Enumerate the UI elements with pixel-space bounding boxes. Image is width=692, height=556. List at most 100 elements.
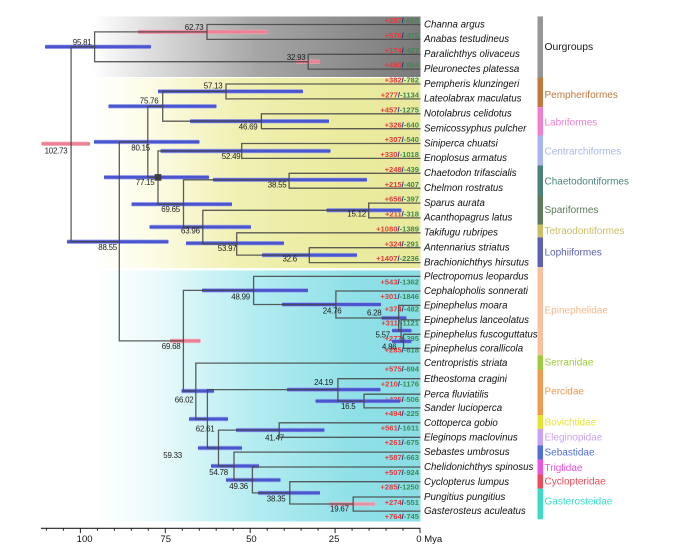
svg-text:Etheostoma cragini: Etheostoma cragini [424,374,508,385]
svg-text:Brachionichthys hirsutus: Brachionichthys hirsutus [424,257,529,268]
svg-text:25: 25 [329,534,340,545]
svg-text:+561/-1611: +561/-1611 [381,424,420,433]
svg-text:32.93: 32.93 [287,53,307,62]
svg-text:Chaetodon trifascialis: Chaetodon trifascialis [424,168,517,179]
svg-text:+1080/-1389: +1080/-1389 [376,224,419,233]
svg-text:Pempheriformes: Pempheriformes [545,90,618,101]
svg-text:Gasterosteidae: Gasterosteidae [545,496,613,507]
svg-text:66.02: 66.02 [175,396,194,405]
svg-text:+764/-745: +764/-745 [385,512,420,521]
svg-text:+324/-291: +324/-291 [385,239,420,248]
svg-text:Cyclopteridae: Cyclopteridae [545,476,607,487]
svg-text:80.15: 80.15 [131,144,151,153]
svg-text:Labriformes: Labriformes [545,118,598,129]
svg-text:Chaetodontiformes: Chaetodontiformes [545,177,630,188]
svg-text:+301/-1846: +301/-1846 [380,292,419,301]
svg-text:+450/-884: +450/-884 [385,61,420,70]
svg-text:Siniperca chuatsi: Siniperca chuatsi [424,138,499,149]
svg-text:+587/-663: +587/-663 [385,453,419,462]
svg-text:Pempheris klunzingeri: Pempheris klunzingeri [424,79,520,90]
svg-text:+285/-618: +285/-618 [385,345,419,354]
svg-text:5.57: 5.57 [375,331,390,340]
svg-text:+1407/-2236: +1407/-2236 [376,254,419,263]
svg-text:Plectropomus leopardus: Plectropomus leopardus [424,272,529,283]
svg-text:+382/-782: +382/-782 [385,76,419,85]
svg-text:Gasterosteus aculeatus: Gasterosteus aculeatus [424,506,526,517]
svg-text:Sebastes umbrosus: Sebastes umbrosus [424,447,510,458]
svg-text:38.55: 38.55 [268,181,288,190]
svg-text:+274/-551: +274/-551 [385,498,420,507]
svg-text:Lateolabrax maculatus: Lateolabrax maculatus [424,94,522,105]
svg-text:88.55: 88.55 [98,243,118,252]
svg-text:Acanthopagrus latus: Acanthopagrus latus [423,213,512,224]
svg-text:Semicossyphus pulcher: Semicossyphus pulcher [424,124,527,135]
svg-text:Centrarchiformes: Centrarchiformes [545,146,622,157]
svg-text:69.68: 69.68 [162,342,182,351]
svg-text:95.81: 95.81 [73,38,92,47]
svg-text:+277/-1134: +277/-1134 [381,91,420,100]
svg-text:+656/-397: +656/-397 [385,195,419,204]
svg-text:53.97: 53.97 [218,244,237,253]
svg-text:Eleginops maclovinus: Eleginops maclovinus [424,432,518,443]
svg-text:46.69: 46.69 [239,123,259,132]
svg-text:Lophiiformes: Lophiiformes [545,248,602,259]
svg-text:+261/-675: +261/-675 [385,438,420,447]
svg-text:Takifugu rubripes: Takifugu rubripes [424,228,498,239]
svg-text:57.13: 57.13 [204,82,224,91]
svg-text:Paralichthys olivaceus: Paralichthys olivaceus [424,49,520,60]
svg-text:Anabas testudineus: Anabas testudineus [423,34,509,45]
svg-text:+174/-427: +174/-427 [385,46,419,55]
svg-text:+575/-694: +575/-694 [385,364,420,373]
svg-text:+215/-407: +215/-407 [385,180,419,189]
svg-text:Notolabrus celidotus: Notolabrus celidotus [424,109,512,120]
svg-text:Sebastidae: Sebastidae [545,447,595,458]
svg-text:+494/-225: +494/-225 [385,409,420,418]
svg-text:52.49: 52.49 [222,152,242,161]
svg-text:+248/-439: +248/-439 [385,165,419,174]
svg-text:Ourgroups: Ourgroups [545,42,594,53]
svg-text:+330/-1018: +330/-1018 [380,150,419,159]
svg-text:Cyclopterus lumpus: Cyclopterus lumpus [424,477,509,488]
svg-text:75: 75 [160,534,171,545]
svg-text:+326/-640: +326/-640 [385,120,419,129]
svg-text:Triglidae: Triglidae [545,463,583,474]
svg-text:62.73: 62.73 [185,23,205,32]
svg-text:Bovichtidae: Bovichtidae [545,417,597,428]
svg-text:Spariformes: Spariformes [545,205,599,216]
svg-text:Epinephelus fuscoguttatus: Epinephelus fuscoguttatus [424,329,538,340]
svg-text:4.86: 4.86 [382,342,397,351]
svg-text:Sander lucioperca: Sander lucioperca [424,403,503,414]
svg-text:Chelmon rostratus: Chelmon rostratus [424,183,503,194]
svg-text:77.15: 77.15 [136,178,156,187]
svg-text:Centropristis striata: Centropristis striata [424,358,508,369]
svg-text:Enoplosus armatus: Enoplosus armatus [424,153,507,164]
svg-text:75.76: 75.76 [140,97,160,106]
svg-text:100: 100 [77,534,93,545]
svg-text:+307/-540: +307/-540 [385,135,419,144]
svg-text:Eleginopidae: Eleginopidae [545,433,603,444]
svg-text:Tetraodontiformes: Tetraodontiformes [545,226,625,237]
svg-text:Epinephelus moara: Epinephelus moara [424,301,508,312]
svg-text:+457/-1275: +457/-1275 [380,105,419,114]
svg-text:16.5: 16.5 [341,402,356,411]
svg-text:49.36: 49.36 [229,482,249,491]
svg-text:50: 50 [246,534,257,545]
svg-text:+543/-1362: +543/-1362 [380,277,419,286]
svg-text:Pungitius pungitius: Pungitius pungitius [424,492,505,503]
svg-text:Sparus aurata: Sparus aurata [424,198,485,209]
svg-text:15.12: 15.12 [347,210,366,219]
svg-text:Pleuronectes platessa: Pleuronectes platessa [424,64,520,75]
svg-text:102.73: 102.73 [45,147,69,156]
svg-text:+287/-668: +287/-668 [385,16,419,25]
svg-text:48.99: 48.99 [231,293,251,302]
svg-text:0 Mya: 0 Mya [416,534,443,545]
svg-text:+576/-475: +576/-475 [385,31,420,40]
svg-text:32.6: 32.6 [282,255,297,264]
svg-text:+374/-482: +374/-482 [385,305,419,314]
svg-text:Antennarius striatus: Antennarius striatus [423,243,510,254]
svg-text:Cottoperca gobio: Cottoperca gobio [424,418,498,429]
svg-text:+311/-1121: +311/-1121 [381,319,420,328]
svg-text:24.76: 24.76 [323,307,343,316]
svg-text:63.96: 63.96 [181,227,201,236]
svg-text:Chelidonichthys spinosus: Chelidonichthys spinosus [424,462,533,473]
